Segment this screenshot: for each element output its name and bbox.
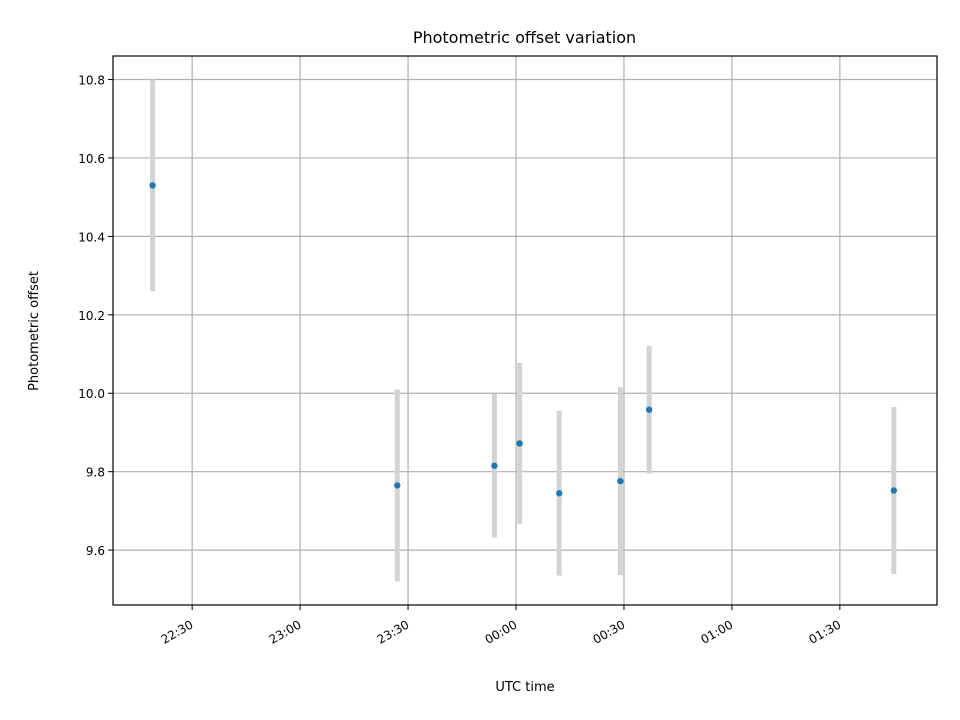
y-tick-label: 9.8	[86, 466, 105, 480]
y-tick-label: 10.4	[78, 230, 105, 244]
data-point	[617, 477, 624, 485]
y-axis-label: Photometric offset	[27, 271, 42, 391]
data-point	[555, 490, 563, 497]
data-point	[890, 487, 898, 494]
y-tick-label: 9.6	[86, 544, 105, 558]
plot-frame	[112, 55, 938, 606]
data-point	[394, 482, 401, 489]
x-axis-label: UTC time	[495, 680, 554, 695]
y-tick-label: 10.8	[78, 74, 105, 88]
data-point	[149, 182, 156, 189]
data-point	[645, 406, 653, 413]
y-tick-label: 10.2	[78, 309, 105, 323]
chart-title: Photometric offset variation	[413, 28, 636, 47]
grid	[113, 56, 937, 605]
data-point	[491, 462, 498, 469]
y-axis: 9.6 9.8 10.0 10.2 10.4 10.6 10.8	[78, 74, 113, 558]
data-point	[516, 440, 523, 447]
y-tick-label: 10.6	[78, 152, 105, 166]
y-tick-label: 10.0	[78, 387, 105, 401]
data-points	[149, 182, 898, 497]
